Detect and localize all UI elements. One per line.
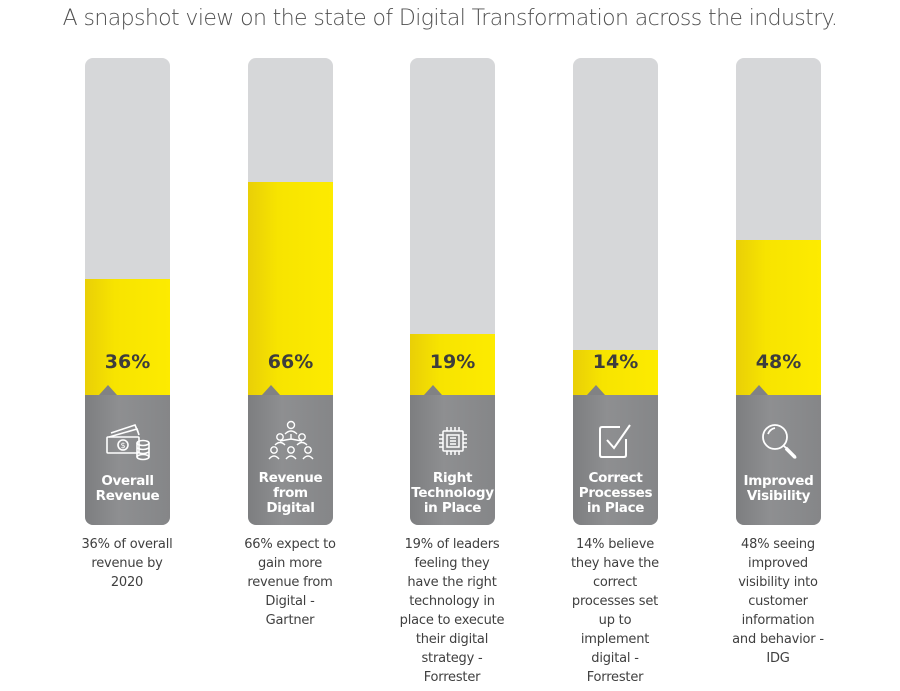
description-line: gain more [257, 556, 323, 571]
bar-description: 19% of leaders feeling they have the right… [387, 535, 517, 687]
description-line: Gartner [265, 613, 315, 628]
category-label-line: Digital [266, 500, 315, 516]
svg-text:$: $ [120, 441, 125, 450]
category-label-line: in Place [586, 500, 645, 516]
bar-track: 36% $ Overall Revenue [85, 58, 170, 525]
category-label-line: Revenue [95, 488, 160, 504]
category-label-line: Visibility [746, 488, 811, 504]
bar-value-label: 19% [429, 351, 476, 373]
description-line: 14% believe [576, 537, 654, 552]
category-label-line: Revenue [258, 470, 323, 486]
bar-value-label: 14% [592, 351, 639, 373]
description-line: have the right [407, 575, 497, 590]
description-line: 48% seeing [741, 537, 815, 552]
category-label-line: Technology [411, 485, 494, 501]
description-line: 36% of overall [81, 537, 173, 552]
bar-category-panel: Right Technology in Place [410, 385, 495, 525]
description-line: customer [748, 594, 808, 609]
chart-title: A snapshot view on the state of Digital … [62, 6, 838, 31]
description-line: Forrester [423, 670, 481, 685]
description-line: revenue by [91, 556, 163, 571]
pointer-notch [99, 385, 117, 395]
bar-category-label: Improved Visibility [736, 474, 821, 504]
bar-category-label: Right Technology in Place [410, 471, 495, 516]
description-line: their digital [415, 632, 489, 647]
category-label-line: from [273, 485, 308, 501]
category-label-line: Correct [588, 470, 643, 486]
bar-description: 14% believe they have the correct processes… [550, 535, 680, 687]
category-label-line: Improved [743, 473, 814, 489]
magnifier-icon [736, 419, 821, 463]
category-label-line: Right [432, 470, 473, 486]
description-line: technology in [409, 594, 495, 609]
pointer-notch [750, 385, 768, 395]
money-icon: $ [85, 419, 170, 463]
bar-value-label: 48% [755, 351, 802, 373]
bar-track: 14% Correct Processes in Place [573, 58, 658, 525]
bar-fill [248, 182, 333, 395]
description-line: feeling they [414, 556, 490, 571]
bar-category-panel: Revenue from Digital [248, 385, 333, 525]
bar-value-label: 66% [267, 351, 314, 373]
description-line: processes set [571, 594, 659, 609]
bar-fill [85, 279, 170, 395]
bar-value-label: 36% [104, 351, 151, 373]
bar-category-panel: Improved Visibility [736, 385, 821, 525]
description-line: 66% expect to [244, 537, 336, 552]
category-label-line: Overall [101, 473, 154, 489]
description-line: 19% of leaders [404, 537, 500, 552]
bar-track: 66% Revenue from Digital [248, 58, 333, 525]
category-label-line: Processes [578, 485, 653, 501]
bar-description: 48% seeing improved visibility into custome… [713, 535, 843, 668]
description-line: strategy - [421, 651, 483, 666]
pointer-notch [587, 385, 605, 395]
people-network-icon [248, 419, 333, 463]
description-line: Forrester [586, 670, 644, 685]
bar-category-label: Overall Revenue [85, 474, 170, 504]
description-line: revenue from [247, 575, 333, 590]
bar-description: 66% expect to gain more revenue from Digita… [225, 535, 355, 630]
pointer-notch [424, 385, 442, 395]
bar-category-panel: $ Overall Revenue [85, 385, 170, 525]
bar-category-label: Correct Processes in Place [573, 471, 658, 516]
description-line: up to [598, 613, 632, 628]
bar-track: 19% Right Technology in Place [410, 58, 495, 525]
description-line: IDG [766, 651, 790, 666]
bar-track: 48% Improved Visibility [736, 58, 821, 525]
bar-category-label: Revenue from Digital [248, 471, 333, 516]
description-line: Digital - [265, 594, 315, 609]
description-line: and behavior - [732, 632, 824, 647]
category-label-line: in Place [423, 500, 482, 516]
description-line: visibility into [738, 575, 818, 590]
description-line: implement [580, 632, 650, 647]
pointer-notch [262, 385, 280, 395]
description-line: place to execute [399, 613, 505, 628]
description-line: 2020 [110, 575, 144, 590]
description-line: they have the [571, 556, 659, 571]
bar-description: 36% of overall revenue by 2020 [62, 535, 192, 592]
description-line: information [741, 613, 815, 628]
bar-fill [736, 240, 821, 395]
bar-fill [410, 334, 495, 395]
description-line: improved [748, 556, 808, 571]
bar-category-panel: Correct Processes in Place [573, 385, 658, 525]
description-line: digital - [591, 651, 639, 666]
checkbox-icon [573, 419, 658, 463]
description-line: correct [592, 575, 638, 590]
chip-icon [410, 419, 495, 463]
